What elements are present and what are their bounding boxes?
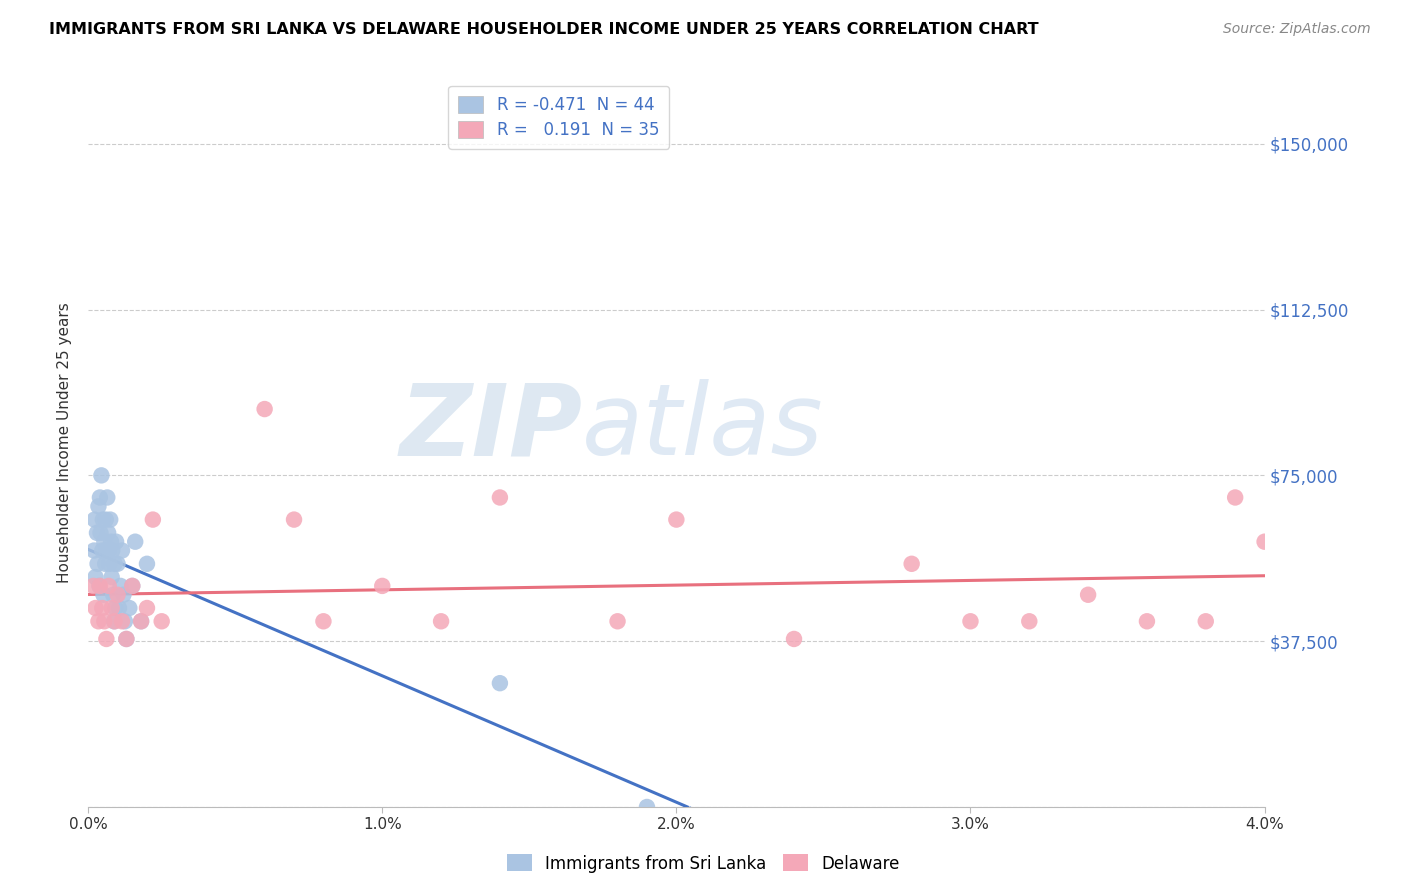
Point — [104, 557, 127, 571]
Text: Source: ZipAtlas.com: Source: ZipAtlas.com — [1223, 22, 1371, 37]
Point — [96, 543, 118, 558]
Point — [89, 491, 111, 505]
Point — [94, 557, 117, 571]
Point — [283, 512, 305, 526]
Point — [87, 500, 110, 514]
Point — [489, 491, 512, 505]
Point — [97, 525, 120, 540]
Point — [111, 615, 134, 629]
Point — [91, 601, 114, 615]
Text: ZIP: ZIP — [399, 379, 582, 476]
Point — [104, 615, 127, 629]
Point — [96, 632, 118, 646]
Point — [124, 534, 146, 549]
Y-axis label: Householder Income Under 25 years: Householder Income Under 25 years — [58, 301, 72, 582]
Point — [98, 512, 121, 526]
Point — [129, 615, 152, 629]
Point — [1195, 615, 1218, 629]
Point — [93, 534, 115, 549]
Point — [1225, 491, 1247, 505]
Point — [100, 601, 122, 615]
Point — [83, 543, 105, 558]
Point — [114, 615, 136, 629]
Point — [83, 512, 105, 526]
Point — [98, 557, 121, 571]
Point — [105, 534, 128, 549]
Point — [104, 601, 127, 615]
Point — [96, 491, 118, 505]
Point — [86, 557, 108, 571]
Point — [430, 615, 453, 629]
Point — [103, 615, 125, 629]
Point — [1077, 588, 1099, 602]
Point — [82, 579, 104, 593]
Point — [136, 557, 159, 571]
Point — [93, 588, 115, 602]
Point — [371, 579, 394, 593]
Point — [87, 615, 110, 629]
Point — [112, 588, 135, 602]
Point — [136, 601, 159, 615]
Point — [959, 615, 981, 629]
Point — [84, 601, 107, 615]
Point — [121, 579, 143, 593]
Point — [101, 588, 124, 602]
Point — [110, 579, 132, 593]
Point — [118, 601, 141, 615]
Point — [121, 579, 143, 593]
Point — [606, 615, 628, 629]
Legend: Immigrants from Sri Lanka, Delaware: Immigrants from Sri Lanka, Delaware — [501, 847, 905, 880]
Text: atlas: atlas — [582, 379, 824, 476]
Point — [142, 512, 165, 526]
Point — [1253, 534, 1275, 549]
Point — [1018, 615, 1040, 629]
Point — [107, 588, 129, 602]
Point — [900, 557, 922, 571]
Point — [89, 579, 111, 593]
Point — [665, 512, 688, 526]
Point — [129, 615, 152, 629]
Point — [91, 512, 114, 526]
Point — [91, 543, 114, 558]
Point — [783, 632, 806, 646]
Legend: R = -0.471  N = 44, R =   0.191  N = 35: R = -0.471 N = 44, R = 0.191 N = 35 — [449, 86, 669, 149]
Point — [97, 543, 120, 558]
Point — [108, 601, 131, 615]
Point — [1136, 615, 1159, 629]
Point — [115, 632, 138, 646]
Point — [489, 676, 512, 690]
Point — [253, 402, 276, 417]
Point — [150, 615, 173, 629]
Point — [115, 632, 138, 646]
Point — [101, 543, 124, 558]
Point — [93, 615, 115, 629]
Point — [84, 570, 107, 584]
Point — [90, 468, 112, 483]
Point — [89, 579, 111, 593]
Point — [111, 543, 134, 558]
Point — [312, 615, 335, 629]
Point — [636, 800, 658, 814]
Point — [89, 525, 111, 540]
Point — [100, 570, 122, 584]
Point — [100, 534, 122, 549]
Point — [94, 512, 117, 526]
Point — [86, 525, 108, 540]
Point — [97, 579, 120, 593]
Point — [107, 557, 129, 571]
Text: IMMIGRANTS FROM SRI LANKA VS DELAWARE HOUSEHOLDER INCOME UNDER 25 YEARS CORRELAT: IMMIGRANTS FROM SRI LANKA VS DELAWARE HO… — [49, 22, 1039, 37]
